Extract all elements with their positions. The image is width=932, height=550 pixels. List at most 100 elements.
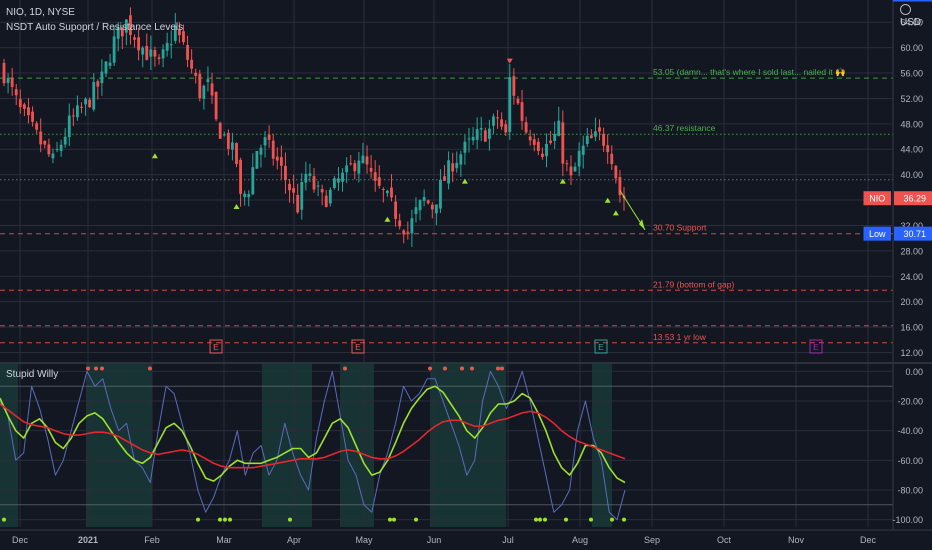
candle-body bbox=[434, 204, 438, 214]
candle-body bbox=[589, 135, 593, 139]
candles-layer[interactable] bbox=[2, 7, 626, 247]
candle-body bbox=[43, 140, 47, 145]
osc-tick-label: -100.00 bbox=[892, 515, 923, 525]
candle-body bbox=[304, 173, 308, 183]
osc-series-line bbox=[0, 403, 626, 469]
oscillator-layer[interactable] bbox=[0, 370, 626, 521]
candle-body bbox=[598, 127, 601, 132]
projection-arrow-head bbox=[639, 219, 645, 230]
candle-body bbox=[67, 115, 71, 138]
candle-body bbox=[337, 178, 340, 183]
candle-body bbox=[610, 153, 614, 165]
overbought-band bbox=[592, 364, 612, 527]
candle-body bbox=[112, 36, 116, 63]
price-tick-label: 28.00 bbox=[900, 246, 923, 256]
candle-body bbox=[141, 47, 145, 55]
candle-body bbox=[124, 19, 128, 33]
osc-signal-dot-bottom bbox=[223, 517, 227, 522]
candle-body bbox=[116, 27, 120, 39]
candle-body bbox=[96, 81, 100, 87]
candle-body bbox=[541, 153, 544, 157]
candle-body bbox=[402, 230, 406, 235]
candle-body bbox=[198, 73, 202, 99]
candle-body bbox=[410, 218, 414, 234]
price-tick-label: 56.00 bbox=[900, 69, 923, 79]
candle-body bbox=[332, 178, 336, 189]
candle-body bbox=[218, 122, 222, 139]
osc-signal-dot-bottom bbox=[414, 517, 418, 522]
earnings-marker-label: E bbox=[813, 342, 819, 352]
candle-body bbox=[463, 141, 467, 153]
candle-body bbox=[80, 106, 83, 108]
price-tick-label: 44.00 bbox=[900, 145, 923, 155]
osc-series-line bbox=[0, 370, 626, 521]
level-label: 21.79 (bottom of gap) bbox=[653, 279, 734, 289]
osc-signal-dot-top bbox=[470, 366, 474, 371]
candle-body bbox=[512, 76, 516, 96]
candle-body bbox=[108, 62, 112, 66]
candle-body bbox=[161, 49, 165, 59]
candle-body bbox=[231, 142, 234, 150]
lower-pane-title[interactable]: Stupid Willy bbox=[6, 369, 59, 380]
osc-signal-dot-top bbox=[86, 366, 90, 371]
candle-body bbox=[316, 185, 320, 187]
osc-signal-dot-bottom bbox=[543, 517, 547, 522]
candle-body bbox=[63, 136, 67, 145]
candle-body bbox=[390, 187, 393, 198]
candle-body bbox=[6, 77, 10, 83]
candle-body bbox=[361, 155, 365, 163]
currency-button[interactable]: USD bbox=[900, 4, 932, 28]
candle-body bbox=[31, 111, 34, 122]
price-tick-label: 20.00 bbox=[900, 297, 923, 307]
candle-body bbox=[27, 107, 30, 116]
price-tick-label: 60.00 bbox=[900, 43, 923, 53]
price-tick-label: 48.00 bbox=[900, 119, 923, 129]
price-tick-label: 32.00 bbox=[900, 221, 923, 231]
candle-body bbox=[275, 156, 279, 161]
osc-signal-dot-top bbox=[343, 366, 347, 371]
candle-body bbox=[279, 157, 283, 166]
osc-signal-dot-bottom bbox=[218, 517, 222, 522]
osc-signal-dot-bottom bbox=[288, 517, 292, 522]
candle-body bbox=[255, 151, 259, 169]
candle-body bbox=[247, 194, 251, 198]
candle-body bbox=[239, 159, 242, 194]
pivot-marker bbox=[151, 153, 158, 159]
candle-body bbox=[369, 167, 373, 172]
candle-body bbox=[467, 138, 471, 140]
candle-body bbox=[88, 99, 92, 108]
candle-body bbox=[173, 25, 177, 41]
candle-body bbox=[84, 98, 87, 105]
osc-signal-dot-bottom bbox=[196, 517, 200, 522]
candle-body bbox=[120, 27, 124, 37]
candle-body bbox=[222, 134, 226, 136]
candle-body bbox=[320, 189, 324, 193]
osc-signal-dot-bottom bbox=[564, 517, 568, 522]
symbol-line[interactable]: NIO, 1D, NYSE bbox=[6, 7, 75, 18]
level-label: 30.70 Support bbox=[653, 223, 707, 233]
candle-body bbox=[2, 62, 6, 84]
price-tag-value-bg bbox=[894, 191, 932, 206]
candle-body bbox=[569, 166, 573, 176]
candle-body bbox=[357, 160, 361, 174]
time-tick-label: Dec bbox=[12, 535, 29, 545]
candle-body bbox=[414, 207, 418, 215]
time-tick-label: Nov bbox=[788, 535, 805, 545]
candle-body bbox=[524, 122, 528, 133]
candle-body bbox=[430, 204, 434, 210]
indicator-name[interactable]: NSDT Auto Supoprt / Resistance Levels bbox=[6, 22, 184, 33]
candle-body bbox=[549, 140, 552, 144]
candle-body bbox=[235, 143, 238, 165]
candle-body bbox=[373, 172, 377, 181]
candle-body bbox=[165, 42, 169, 51]
candle-body bbox=[153, 50, 157, 57]
osc-signal-dot-bottom bbox=[392, 517, 396, 522]
candle-body bbox=[479, 128, 483, 130]
candle-body bbox=[104, 61, 108, 74]
candle-body bbox=[137, 37, 141, 51]
pivot-marker bbox=[384, 216, 391, 222]
candle-body bbox=[561, 122, 565, 164]
candle-body bbox=[483, 130, 487, 142]
candle-body bbox=[381, 188, 385, 190]
